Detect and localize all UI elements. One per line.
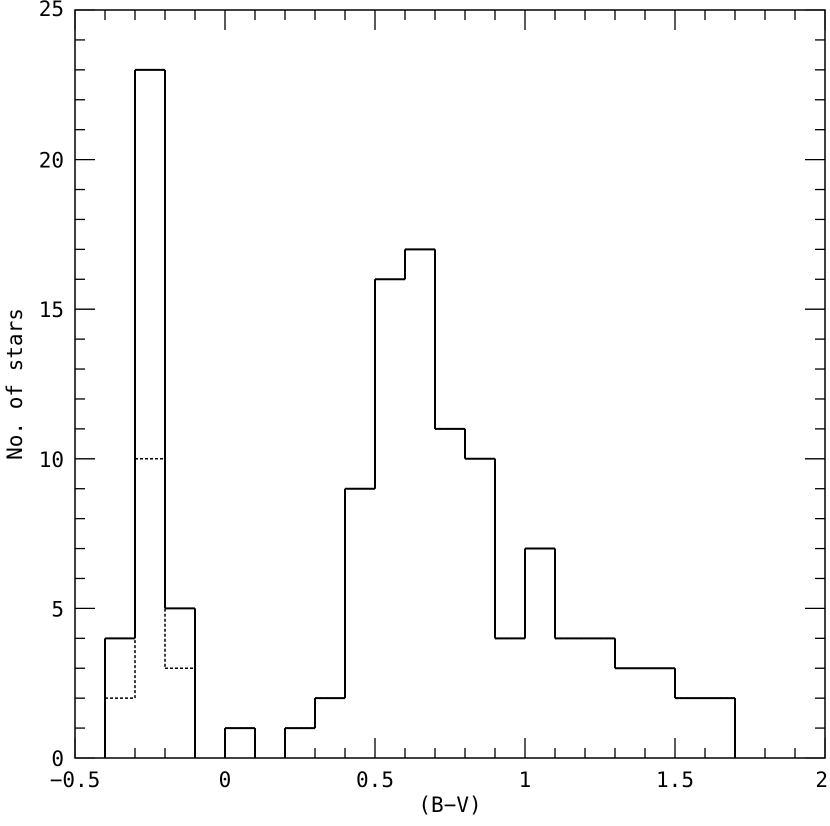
histogram-bin-solid <box>464 428 495 460</box>
histogram-bin-dotted <box>494 458 525 640</box>
y-axis-label: No. of stars <box>3 308 27 460</box>
histogram-bin-solid <box>344 487 375 699</box>
histogram-series <box>104 68 736 758</box>
axis-ticks <box>74 9 826 759</box>
histogram-bin-dotted <box>104 697 135 758</box>
histogram-bin-dotted <box>284 727 315 758</box>
y-tick-label: 10 <box>39 448 64 472</box>
histogram-bin-solid <box>524 547 555 639</box>
histogram-bin-solid <box>404 248 435 280</box>
histogram-bin-dotted <box>434 249 465 430</box>
plot-frame <box>74 9 826 759</box>
histogram-bin-solid <box>134 68 165 639</box>
histogram-bin-dotted <box>404 248 435 280</box>
x-axis-label: (B−V) <box>418 793 481 817</box>
y-tick-label: 25 <box>39 0 64 21</box>
histogram-bin-solid <box>674 668 705 700</box>
x-tick-label: −0.5 <box>50 768 101 792</box>
histogram-bin-solid <box>494 458 525 640</box>
histogram-bin-dotted <box>164 458 195 669</box>
histogram-bin-solid <box>284 727 315 758</box>
y-tick-label: 15 <box>39 298 64 322</box>
histogram-bin-solid <box>314 697 345 729</box>
histogram-bin-dotted <box>134 458 165 699</box>
histogram-bin-solid <box>224 727 255 758</box>
histogram-bin-dotted <box>314 697 345 729</box>
y-tick-label: 5 <box>51 597 64 621</box>
histogram-bin-dotted <box>464 428 495 460</box>
histogram-bin-dotted <box>554 548 585 640</box>
x-tick-label: 1 <box>519 768 532 792</box>
histogram-bin-dotted <box>614 638 645 669</box>
histogram-bin-solid <box>434 249 465 430</box>
histogram-bin-solid <box>374 278 405 489</box>
x-tick-label: 1.5 <box>656 768 694 792</box>
y-tick-label: 20 <box>39 149 64 173</box>
histogram-bin-solid <box>705 697 736 758</box>
histogram-bin-solid <box>614 638 645 670</box>
histogram-bin-solid <box>164 69 195 610</box>
x-tick-label: 2 <box>815 768 828 792</box>
x-tick-label: 0.5 <box>356 768 394 792</box>
histogram-bin-dotted <box>344 487 375 699</box>
histogram-bin-dotted <box>524 547 555 639</box>
histogram-bin-dotted <box>705 697 736 758</box>
histogram-bin-dotted <box>674 668 705 699</box>
histogram-bin-dotted <box>374 278 405 489</box>
y-tick-label: 0 <box>51 747 64 771</box>
histogram-bin-solid <box>554 548 585 640</box>
histogram-bin-dotted <box>224 727 255 758</box>
x-tick-label: 0 <box>219 768 232 792</box>
histogram-bin-solid <box>104 637 135 758</box>
